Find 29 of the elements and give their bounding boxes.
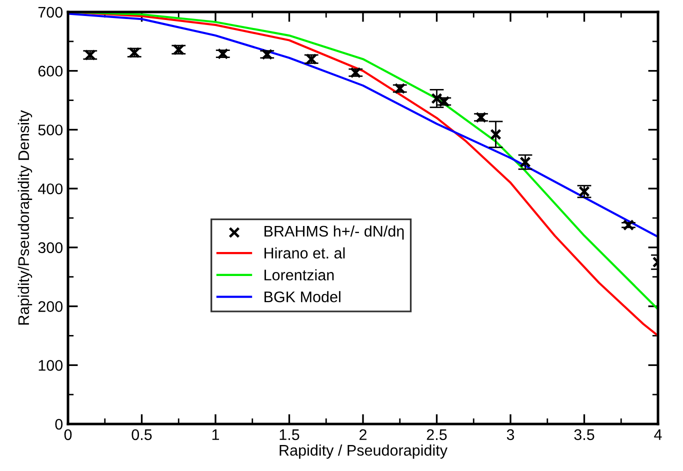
y-tick-label: 400 <box>38 183 63 194</box>
point <box>350 66 362 78</box>
y-tick-label: 0 <box>55 418 63 430</box>
legend-label: Lorentzian <box>264 269 334 280</box>
y-axis-title: Rapidity/Pseudorapidity Density <box>18 110 32 325</box>
point <box>622 219 634 231</box>
x-axis-title: Rapidity / Pseudorapidity <box>280 444 448 459</box>
y-tick-label: 500 <box>38 124 63 136</box>
y-tick-label: 300 <box>38 242 63 254</box>
x-tick-label: 4 <box>654 429 662 440</box>
legend-label: BRAHMS h+/- dN/dη <box>264 225 404 240</box>
y-tick-label: 200 <box>38 301 63 312</box>
x-tick-label: 3.5 <box>574 429 594 440</box>
y-tick-label: 700 <box>38 6 63 18</box>
y-tick-label: 100 <box>38 360 63 371</box>
legend-label: Hirano et. al <box>264 247 345 259</box>
x-tick-label: 3 <box>506 429 514 440</box>
x-tick-label: 2.5 <box>426 429 447 440</box>
x-tick-label: 0.5 <box>132 429 152 440</box>
point <box>261 48 273 60</box>
point <box>490 128 502 140</box>
legend-label: BGK Model <box>264 291 340 302</box>
y-tick-label: 600 <box>38 66 63 77</box>
point <box>217 48 229 60</box>
point <box>394 82 406 94</box>
x-tick-label: 0 <box>64 429 72 440</box>
x-tick-label: 1 <box>212 429 220 440</box>
x-tick-label: 1.5 <box>280 429 300 440</box>
x-tick-label: 2 <box>360 429 366 440</box>
